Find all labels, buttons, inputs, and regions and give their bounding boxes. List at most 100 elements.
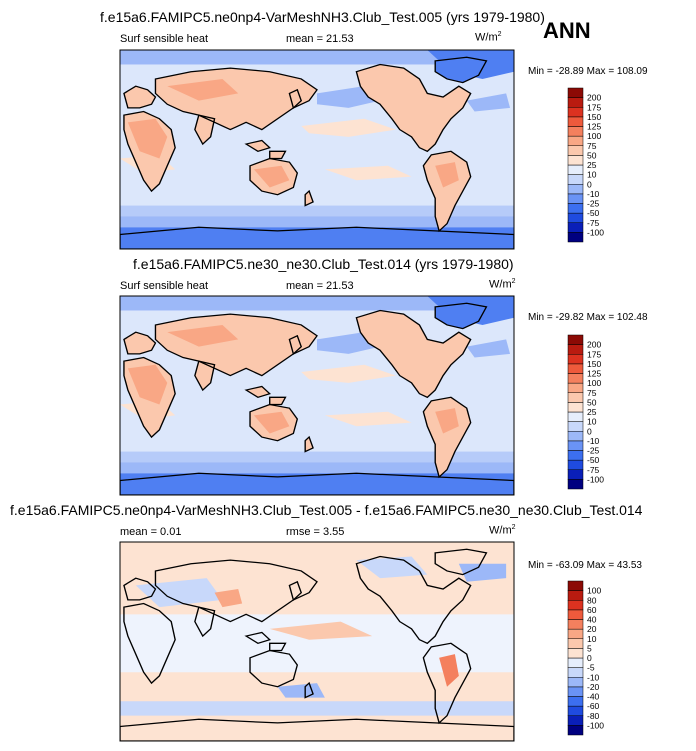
colorbar-2-label: -50 [587, 455, 600, 465]
colorbar-3-swatch [567, 686, 584, 697]
colorbar-1-label: 150 [587, 112, 601, 122]
colorbar-3-label: -100 [587, 720, 604, 730]
panel-2-mean: mean = 21.53 [286, 280, 354, 292]
colorbar-3-swatch [567, 600, 584, 611]
colorbar-2-label: 100 [587, 378, 601, 388]
colorbar-2-swatch [567, 363, 584, 374]
map-panel-3 [119, 541, 515, 742]
panel-3-title: f.e15a6.FAMIPC5.ne0np4-VarMeshNH3.Club_T… [10, 502, 643, 518]
colorbar-3-label: -20 [587, 682, 600, 692]
colorbar-3-swatch [567, 715, 584, 726]
colorbar-2-label: 25 [587, 407, 597, 417]
colorbar-1-label: 25 [587, 160, 597, 170]
panel-2-title: f.e15a6.FAMIPC5.ne30_ne30.Club_Test.014 … [133, 256, 514, 272]
colorbar-2-swatch [567, 392, 584, 403]
colorbar-2-swatch [567, 411, 584, 422]
colorbar-3-label: -40 [587, 692, 600, 702]
colorbar-2-label: -75 [587, 465, 600, 475]
colorbar-1-label: 175 [587, 102, 601, 112]
colorbar-1-swatch [567, 126, 584, 137]
colorbar-1-label: 10 [587, 170, 597, 180]
colorbar-3-swatch [567, 590, 584, 601]
colorbar-1-swatch [567, 145, 584, 156]
colorbar-2-swatch [567, 450, 584, 461]
colorbar-3-label: -60 [587, 701, 600, 711]
colorbar-3-swatch [567, 648, 584, 659]
colorbar-3-label: 40 [587, 615, 597, 625]
colorbar-2-label: 175 [587, 349, 601, 359]
colorbar-1-label: 125 [587, 122, 601, 132]
colorbar-1-label: -100 [587, 227, 604, 237]
colorbar-2-swatch [567, 382, 584, 393]
colorbar-3-swatch [567, 705, 584, 716]
colorbar-1-label: 100 [587, 131, 601, 141]
colorbar-3-label: 60 [587, 605, 597, 615]
colorbar-3-swatch [567, 628, 584, 639]
colorbar-1-swatch [567, 155, 584, 166]
colorbar-1-swatch [567, 193, 584, 204]
panel-1-minmax: Min = -28.89 Max = 108.09 [528, 66, 648, 77]
panel-1-mean: mean = 21.53 [286, 33, 354, 45]
season-label: ANN [543, 18, 591, 43]
panel-3-mean: mean = 0.01 [120, 526, 182, 538]
colorbar-1-label: 200 [587, 93, 601, 103]
colorbar-2-swatch [567, 402, 584, 413]
colorbar-3-swatch [567, 657, 584, 668]
colorbar-1-swatch [567, 116, 584, 127]
panel-1-title: f.e15a6.FAMIPC5.ne0np4-VarMeshNH3.Club_T… [100, 9, 545, 25]
colorbar-2-swatch [567, 334, 584, 345]
colorbar-3-swatch [567, 609, 584, 620]
colorbar-1-label: 75 [587, 141, 597, 151]
panel-2-units: W/m2 [489, 278, 516, 291]
colorbar-3-label: 80 [587, 595, 597, 605]
colorbar-1-label: 50 [587, 150, 597, 160]
colorbar-3-label: -80 [587, 711, 600, 721]
colorbar-3-label: 0 [587, 653, 592, 663]
colorbar-1-label: 0 [587, 179, 592, 189]
colorbar-2-swatch [567, 479, 584, 490]
colorbar-1-label: -50 [587, 208, 600, 218]
colorbar-3-label: -5 [587, 663, 595, 673]
colorbar-2-swatch [567, 440, 584, 451]
colorbar-2-swatch [567, 354, 584, 365]
colorbar-1-swatch [567, 87, 584, 98]
colorbar-2-label: -25 [587, 446, 600, 456]
colorbar-2-label: 50 [587, 397, 597, 407]
colorbar-1-label: -25 [587, 199, 600, 209]
colorbar-1-swatch [567, 135, 584, 146]
panel-1-variable: Surf sensible heat [120, 33, 209, 45]
colorbar-3-label: 100 [587, 586, 601, 596]
colorbar-3-swatch [567, 696, 584, 707]
colorbar-1-swatch [567, 107, 584, 118]
colorbar-3-swatch [567, 677, 584, 688]
panel-3-minmax: Min = -63.09 Max = 43.53 [528, 560, 642, 571]
colorbar-3-swatch [567, 638, 584, 649]
colorbar-3-label: 20 [587, 624, 597, 634]
colorbar-3-label: 10 [587, 634, 597, 644]
colorbar-2-label: 10 [587, 417, 597, 427]
colorbar-2-swatch [567, 469, 584, 480]
colorbar-2-swatch [567, 344, 584, 355]
colorbar-1-swatch [567, 203, 584, 214]
panel-3-units: W/m2 [489, 524, 516, 537]
map-panel-1 [119, 49, 515, 250]
colorbar-2-label: -100 [587, 474, 604, 484]
colorbar-3-swatch [567, 667, 584, 678]
colorbar-2-label: 75 [587, 388, 597, 398]
colorbar-2-label: 0 [587, 426, 592, 436]
map-panel-2 [119, 295, 515, 496]
colorbar-2-swatch [567, 373, 584, 384]
panel-1-units: W/m2 [475, 31, 502, 44]
colorbar-1-swatch [567, 222, 584, 233]
colorbar-1-swatch [567, 174, 584, 185]
panel-3-rmse: rmse = 3.55 [286, 526, 345, 538]
colorbar-3-label: 5 [587, 643, 592, 653]
colorbar-2-label: -10 [587, 436, 600, 446]
colorbar-1-swatch [567, 164, 584, 175]
colorbar-3-label: -10 [587, 672, 600, 682]
colorbar-2-label: 150 [587, 359, 601, 369]
panel-2-variable: Surf sensible heat [120, 280, 209, 292]
colorbar-1-label: -10 [587, 189, 600, 199]
